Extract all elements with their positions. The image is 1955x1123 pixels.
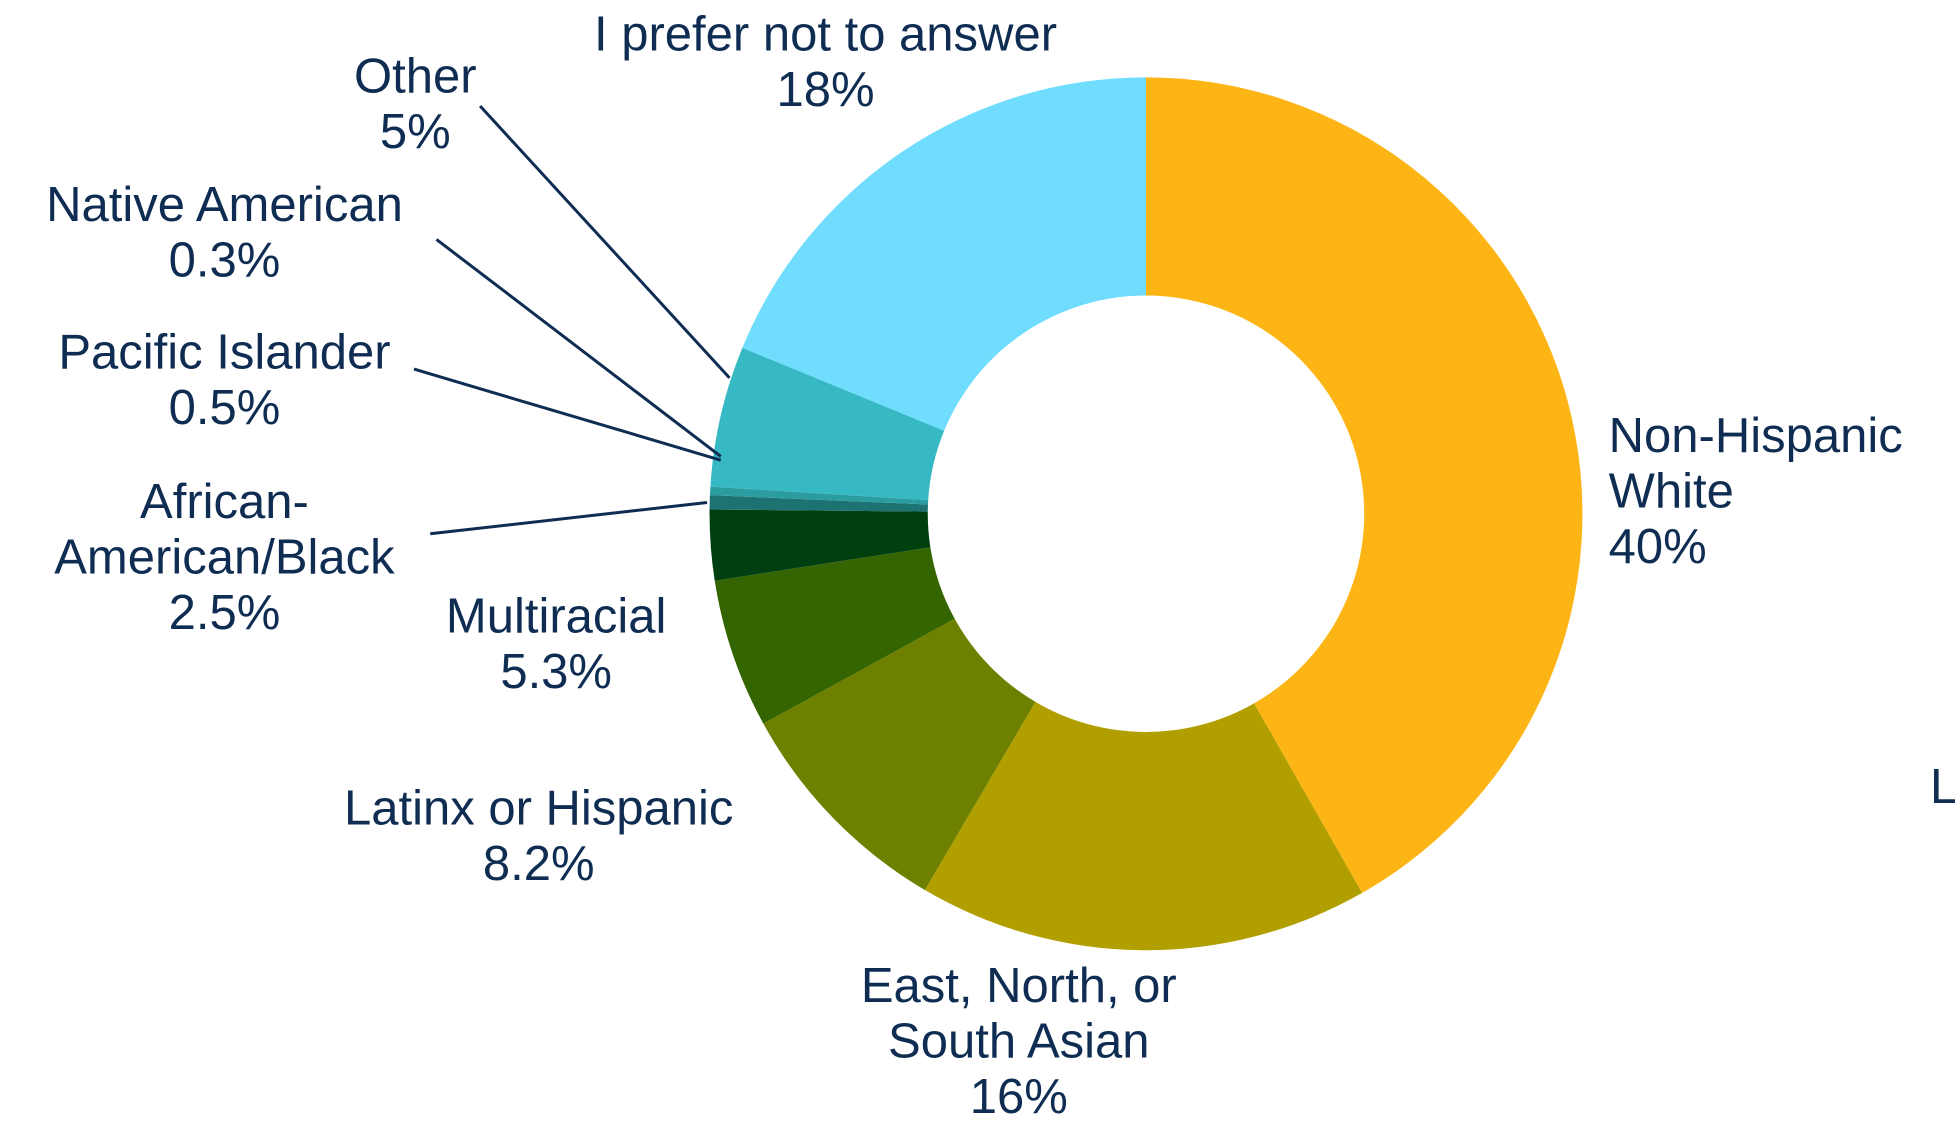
value-label: 18% xyxy=(776,63,874,117)
donut-slice xyxy=(709,495,928,512)
slice-label: Latinx or Hispanic xyxy=(344,782,733,836)
donut-slice xyxy=(763,618,1036,891)
value-label: 0.3% xyxy=(169,234,281,288)
slice-label: East, North, or xyxy=(861,959,1177,1013)
leader-line xyxy=(430,501,708,536)
donut-slice xyxy=(1145,77,1583,893)
leader-line xyxy=(435,238,722,458)
slice-label: American/Black xyxy=(54,530,395,584)
slice-label: Other xyxy=(354,50,477,104)
value-label: 5.3% xyxy=(500,645,612,699)
slice-label: South Asian xyxy=(888,1014,1150,1068)
donut-slice xyxy=(709,486,929,505)
clipped-text: L xyxy=(1930,760,1955,814)
value-label: 16% xyxy=(970,1070,1068,1123)
donut-slice xyxy=(714,547,955,724)
value-label: 5% xyxy=(380,105,451,159)
value-label: 2.5% xyxy=(169,586,281,640)
slice-label: Pacific Islander xyxy=(58,325,390,379)
slice-label: Native American xyxy=(46,178,403,232)
slice-label: I prefer not to answer xyxy=(594,7,1057,61)
slice-label: African- xyxy=(140,475,309,529)
value-label: 8.2% xyxy=(483,837,595,891)
value-label: 40% xyxy=(1609,520,1707,574)
donut-slice xyxy=(709,509,931,581)
slice-label: White xyxy=(1609,464,1734,518)
donut-slice xyxy=(924,701,1363,951)
leader-line xyxy=(413,367,722,462)
donut-slice xyxy=(742,77,1146,431)
slice-label: Multiracial xyxy=(446,590,667,644)
leader-line xyxy=(478,104,731,379)
donut-slice xyxy=(710,347,945,501)
slice-label: Non-Hispanic xyxy=(1609,409,1903,463)
value-label: 0.5% xyxy=(169,381,281,435)
